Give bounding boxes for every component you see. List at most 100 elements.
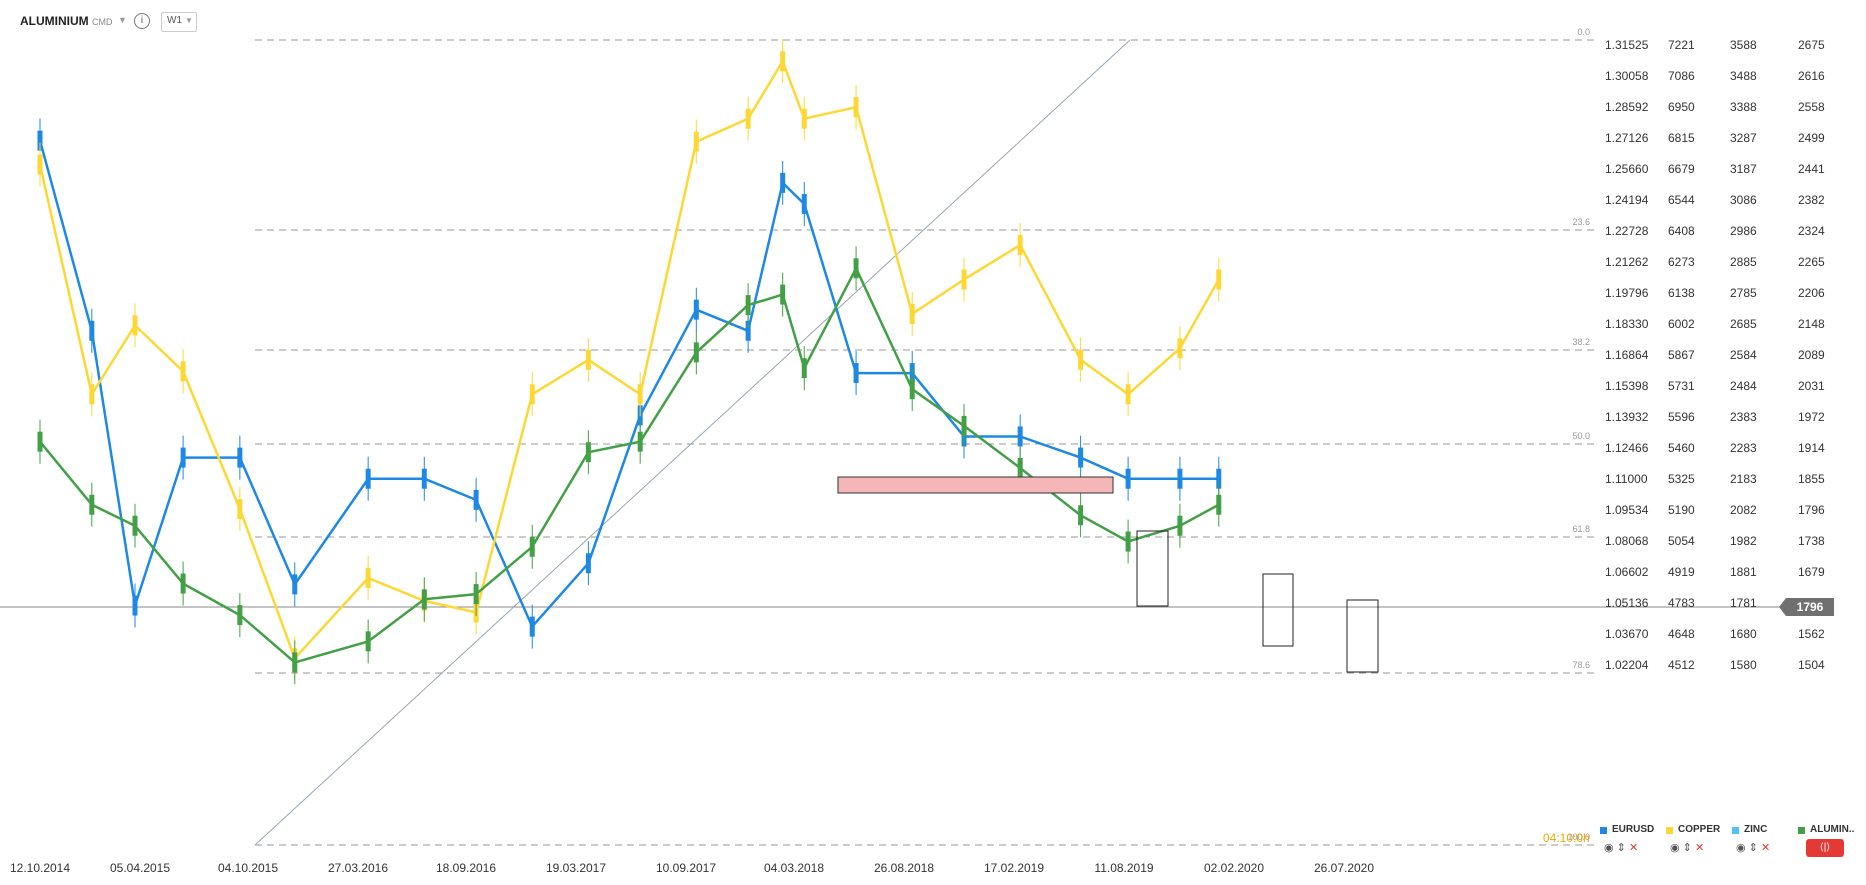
candle-body — [961, 269, 967, 290]
close-icon[interactable]: ✕ — [1628, 842, 1639, 854]
y-tick-label: 2558 — [1798, 100, 1825, 114]
fib-levels-group: 0.0 23.6 38.2 50.0 61.8 78.6 100.0 — [0, 27, 1810, 846]
y-tick-label: 4648 — [1668, 627, 1695, 641]
y-tick-label: 1914 — [1798, 441, 1825, 455]
sort-icon[interactable]: ⇕ — [1616, 842, 1626, 854]
y-tick-label: 6679 — [1668, 162, 1695, 176]
x-tick-label: 12.10.2014 — [10, 861, 70, 875]
y-tick-label: 1.21262 — [1605, 255, 1649, 269]
candle-body — [693, 342, 699, 363]
chevron-down-icon[interactable]: ▼ — [118, 15, 127, 25]
candle-body — [637, 384, 643, 405]
current-price-badge — [1786, 598, 1834, 616]
y-tick-label: 1.27126 — [1605, 131, 1649, 145]
candle-body — [529, 616, 535, 637]
sort-icon[interactable]: ⇕ — [1748, 842, 1758, 854]
close-icon[interactable]: ✕ — [1760, 842, 1771, 854]
chevron-down-icon: ▼ — [185, 16, 193, 25]
y-tick-label: 7221 — [1668, 38, 1695, 52]
info-icon[interactable]: i — [134, 13, 150, 29]
x-tick-label: 11.08.2019 — [1094, 861, 1153, 875]
y-tick-label: 2206 — [1798, 286, 1825, 300]
eye-icon[interactable]: ◉ — [1670, 842, 1680, 854]
trendline-group — [254, 39, 1131, 846]
symbol-name[interactable]: ALUMINIUM — [20, 14, 89, 28]
candle-body — [780, 284, 786, 305]
y-tick-label: 1855 — [1798, 472, 1825, 486]
legend-swatch — [1732, 827, 1739, 834]
y-tick-label: 3086 — [1730, 193, 1757, 207]
candle-body — [132, 315, 138, 336]
support-zone — [837, 476, 1114, 494]
y-axis-group: 1.31525 1.30058 1.28592 1.27126 1.25660 1.241… — [1543, 38, 1834, 845]
candle-body — [180, 573, 186, 594]
series-line-copper — [38, 60, 1220, 660]
candle-body — [585, 349, 591, 370]
sort-icon[interactable]: ⇕ — [1682, 842, 1692, 854]
candle-body — [853, 97, 859, 118]
y-tick-label: 1.03670 — [1605, 627, 1649, 641]
y-tick-label: 1.31525 — [1605, 38, 1649, 52]
y-tick-label: 1982 — [1730, 534, 1757, 548]
y-tick-label: 1.24194 — [1605, 193, 1649, 207]
y-tick-label: 6544 — [1668, 193, 1695, 207]
candle-body — [1177, 468, 1183, 489]
y-tick-label: 1796 — [1798, 503, 1825, 517]
active-series-toggle[interactable]: ⟨|⟩ — [1806, 839, 1844, 857]
eye-icon[interactable]: ◉ — [1604, 842, 1614, 854]
legend-label: COPPER — [1678, 824, 1721, 835]
close-icon[interactable]: ✕ — [1694, 842, 1705, 854]
candle-body — [1078, 447, 1084, 468]
candle-body — [365, 631, 371, 652]
candle-body — [745, 108, 751, 129]
fib-level-label: 78.6 — [1572, 660, 1590, 670]
y-tick-label: 2885 — [1730, 255, 1757, 269]
y-tick-label: 5190 — [1668, 503, 1695, 517]
candle-body — [693, 131, 699, 152]
candle-body — [237, 447, 243, 468]
eye-icon[interactable]: ◉ — [1736, 842, 1746, 854]
y-tick-label: 6408 — [1668, 224, 1695, 238]
candle-body — [365, 468, 371, 489]
y-tick-label: 2785 — [1730, 286, 1757, 300]
x-tick-label: 05.04.2015 — [110, 861, 170, 875]
legend-swatch — [1600, 827, 1607, 834]
timeframe-select[interactable]: W1 ▼ — [161, 12, 197, 32]
candle-body — [853, 258, 859, 279]
legend-label: ALUMIN.. — [1810, 824, 1855, 835]
y-tick-label: 2584 — [1730, 348, 1757, 362]
y-tick-label: 4919 — [1668, 565, 1695, 579]
candle-body — [637, 431, 643, 452]
y-tick-label: 1.30058 — [1605, 69, 1649, 83]
series-line-aluminium — [39, 267, 1220, 664]
candle-body — [693, 299, 699, 320]
candle-body — [1078, 505, 1084, 526]
candle-body — [132, 595, 138, 616]
y-tick-label: 2383 — [1730, 410, 1757, 424]
y-tick-label: 3488 — [1730, 69, 1757, 83]
legend-controls[interactable]: ◉ ⇕ ✕ — [1670, 841, 1704, 854]
candle-body — [745, 295, 751, 316]
legend-controls[interactable]: ◉ ⇕ ✕ — [1736, 841, 1770, 854]
y-tick-label: 2499 — [1798, 131, 1825, 145]
candle-body — [1216, 269, 1222, 290]
candle-body — [421, 468, 427, 489]
y-tick-label: 2283 — [1730, 441, 1757, 455]
candle-body — [237, 605, 243, 626]
candle-body — [1177, 515, 1183, 536]
series-group — [37, 39, 1222, 685]
y-tick-label: 1.09534 — [1605, 503, 1649, 517]
y-tick-label: 6138 — [1668, 286, 1695, 300]
y-tick-label: 1.12466 — [1605, 441, 1649, 455]
y-tick-label: 1.18330 — [1605, 317, 1649, 331]
time-marker: 04:10:0h — [1543, 831, 1590, 845]
y-tick-label: 2031 — [1798, 379, 1825, 393]
y-tick-label: 5867 — [1668, 348, 1695, 362]
fib-level-label: 38.2 — [1572, 337, 1590, 347]
candle-body — [292, 574, 298, 595]
symbol-type: CMD — [92, 17, 113, 27]
legend-controls[interactable]: ◉ ⇕ ✕ — [1604, 841, 1638, 854]
candle-body — [473, 489, 479, 510]
x-tick-label: 18.09.2016 — [436, 861, 496, 875]
